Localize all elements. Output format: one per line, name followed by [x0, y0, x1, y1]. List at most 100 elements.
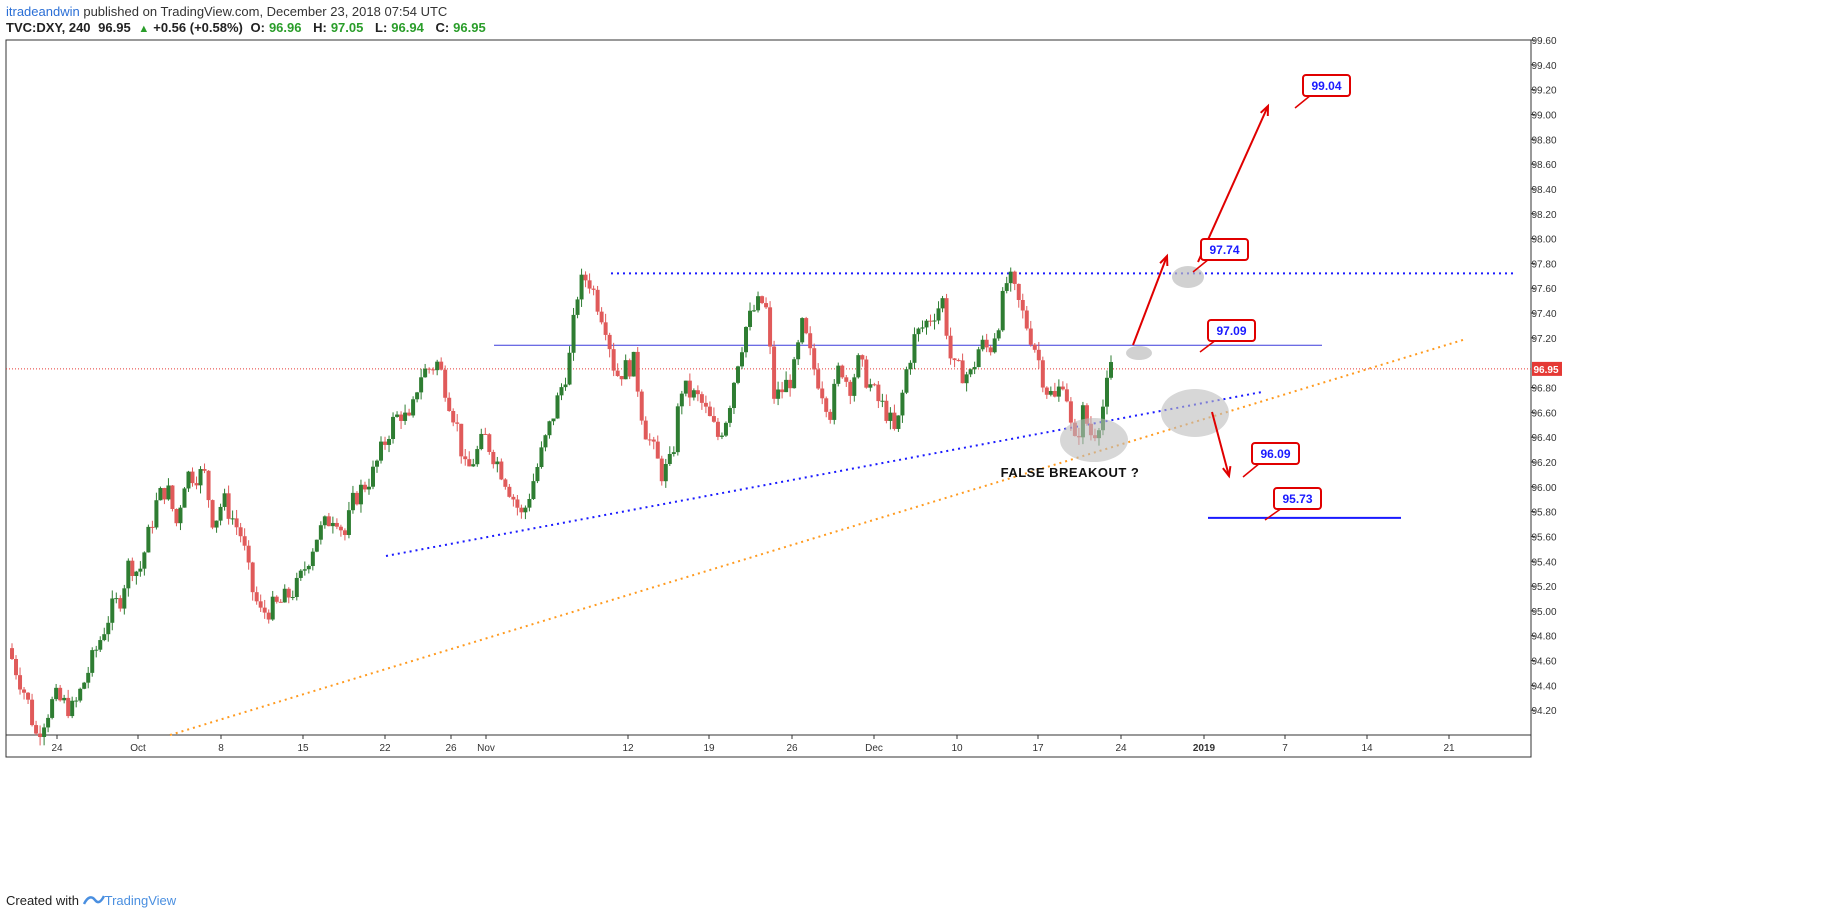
time-axis[interactable]: 24 Oct 8 15 22 26 Nov 12 19 26 Dec 10 17 24 2019 7 14 21 [51, 735, 1455, 754]
candle-body [735, 366, 740, 383]
author-link[interactable]: itradeandwin [6, 4, 80, 19]
candle-body [14, 658, 19, 676]
candle-body [860, 355, 865, 360]
candle-body [66, 697, 71, 717]
candle-body [679, 393, 684, 407]
candle-body [214, 520, 219, 528]
candle-body [928, 320, 933, 322]
candle-body [727, 408, 732, 423]
y-tick-label: 97.20 [1531, 334, 1556, 345]
target-label-box [1302, 74, 1351, 97]
candle-body [992, 338, 997, 353]
candle-body [226, 493, 231, 519]
candle-body [90, 650, 95, 673]
candle-body [499, 461, 504, 480]
candle-body [30, 699, 35, 726]
candle-body [944, 298, 949, 336]
candle-body [904, 369, 909, 393]
chart-header: itradeandwin published on TradingView.co… [6, 4, 494, 37]
symbol-label[interactable]: TVC:DXY, 240 [6, 20, 91, 35]
change-value: +0.56 (+0.58%) [153, 20, 243, 35]
candle-body [1044, 387, 1049, 395]
candle-body [667, 453, 672, 464]
candle-body [198, 469, 203, 486]
candle-body [916, 328, 921, 335]
candle-body [555, 395, 560, 419]
target-label-pointer [1242, 462, 1261, 478]
candle-body [659, 458, 664, 482]
candle-body [583, 274, 588, 281]
y-tick-label: 99.40 [1531, 61, 1556, 72]
candle-body [495, 461, 500, 465]
y-tick-label: 97.40 [1531, 309, 1556, 320]
y-tick-label: 98.40 [1531, 185, 1556, 196]
candle-body [788, 379, 793, 389]
y-tick-label: 98.00 [1531, 235, 1556, 246]
candle-body [54, 687, 59, 700]
candle-body [162, 488, 167, 500]
candle-body [443, 369, 448, 398]
x-tick-label: 24 [1115, 743, 1127, 754]
candle-body [804, 318, 809, 334]
y-tick-label: 95.00 [1531, 607, 1556, 618]
candle-body [980, 339, 985, 350]
candle-body [114, 598, 119, 600]
arrow-to-97-74-head [1159, 253, 1169, 267]
target-label-value: 95.73 [1282, 492, 1312, 506]
publish-info: itradeandwin published on TradingView.co… [6, 4, 494, 20]
candle-body [78, 688, 83, 701]
y-tick-label: 95.60 [1531, 532, 1556, 543]
close-label: C: [435, 20, 450, 35]
candle-body [451, 410, 456, 423]
y-tick-label: 94.20 [1531, 706, 1556, 717]
tradingview-brand[interactable]: TradingView [104, 893, 177, 908]
y-tick-label: 99.00 [1531, 110, 1556, 121]
candle-body [872, 384, 877, 386]
candle-body [691, 390, 696, 398]
candle-body [242, 536, 247, 546]
candle-body [423, 368, 428, 378]
candle-body [286, 588, 291, 598]
candle-body [731, 382, 736, 409]
candle-body [964, 374, 969, 384]
price-axis[interactable]: 94.20 94.40 94.60 94.80 95.00 95.20 95.40 95.60… [1531, 36, 1562, 717]
candle-body [330, 522, 335, 527]
x-tick-label: 21 [1443, 743, 1455, 754]
candle-body [18, 675, 23, 690]
candle-body [752, 310, 757, 312]
y-tick-label: 95.40 [1531, 557, 1556, 568]
candle-body [808, 333, 813, 349]
candle-body [138, 568, 143, 572]
candle-body [174, 508, 179, 524]
candle-body [868, 384, 873, 388]
candle-body [1048, 391, 1053, 395]
high-label: H: [313, 20, 327, 35]
breakout-zone-ellipse [1060, 418, 1128, 462]
candle-body [222, 493, 227, 507]
candle-body [671, 452, 676, 454]
y-tick-label: 96.80 [1531, 384, 1556, 395]
candle-body [154, 500, 159, 528]
candle-body [655, 441, 660, 459]
y-tick-label: 96.40 [1531, 433, 1556, 444]
candle-body [290, 597, 295, 599]
x-tick-label: Oct [130, 743, 146, 754]
candle-body [920, 327, 925, 329]
arrow-down-to-96-09-head [1222, 465, 1232, 479]
candle-body [210, 500, 215, 528]
candle-body [435, 361, 440, 371]
plot-border [5, 39, 1532, 736]
candle-body [748, 310, 753, 327]
candle-body [202, 469, 207, 471]
target-label-value: 96.09 [1260, 447, 1290, 461]
candle-body [102, 634, 107, 641]
candle-body [142, 552, 147, 569]
candle-body [166, 485, 171, 500]
candle-body [391, 416, 396, 440]
candle-body [968, 369, 973, 375]
candle-body [768, 307, 773, 347]
candle-body [820, 388, 825, 399]
rising-support-line [385, 391, 1263, 557]
candle-body [26, 692, 31, 700]
